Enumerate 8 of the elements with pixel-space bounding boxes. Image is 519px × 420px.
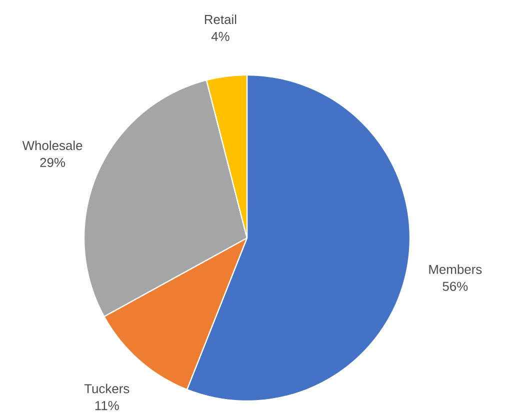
data-label: 11% (95, 401, 119, 410)
slice-label: Members (429, 264, 482, 274)
data-label: 56% (442, 282, 468, 291)
slice-label: Retail (204, 14, 236, 24)
data-label: 29% (40, 158, 66, 168)
slice-label: Wholesale (22, 140, 82, 150)
slice-label: Tuckers (84, 384, 130, 394)
data-label: 4% (211, 32, 230, 41)
